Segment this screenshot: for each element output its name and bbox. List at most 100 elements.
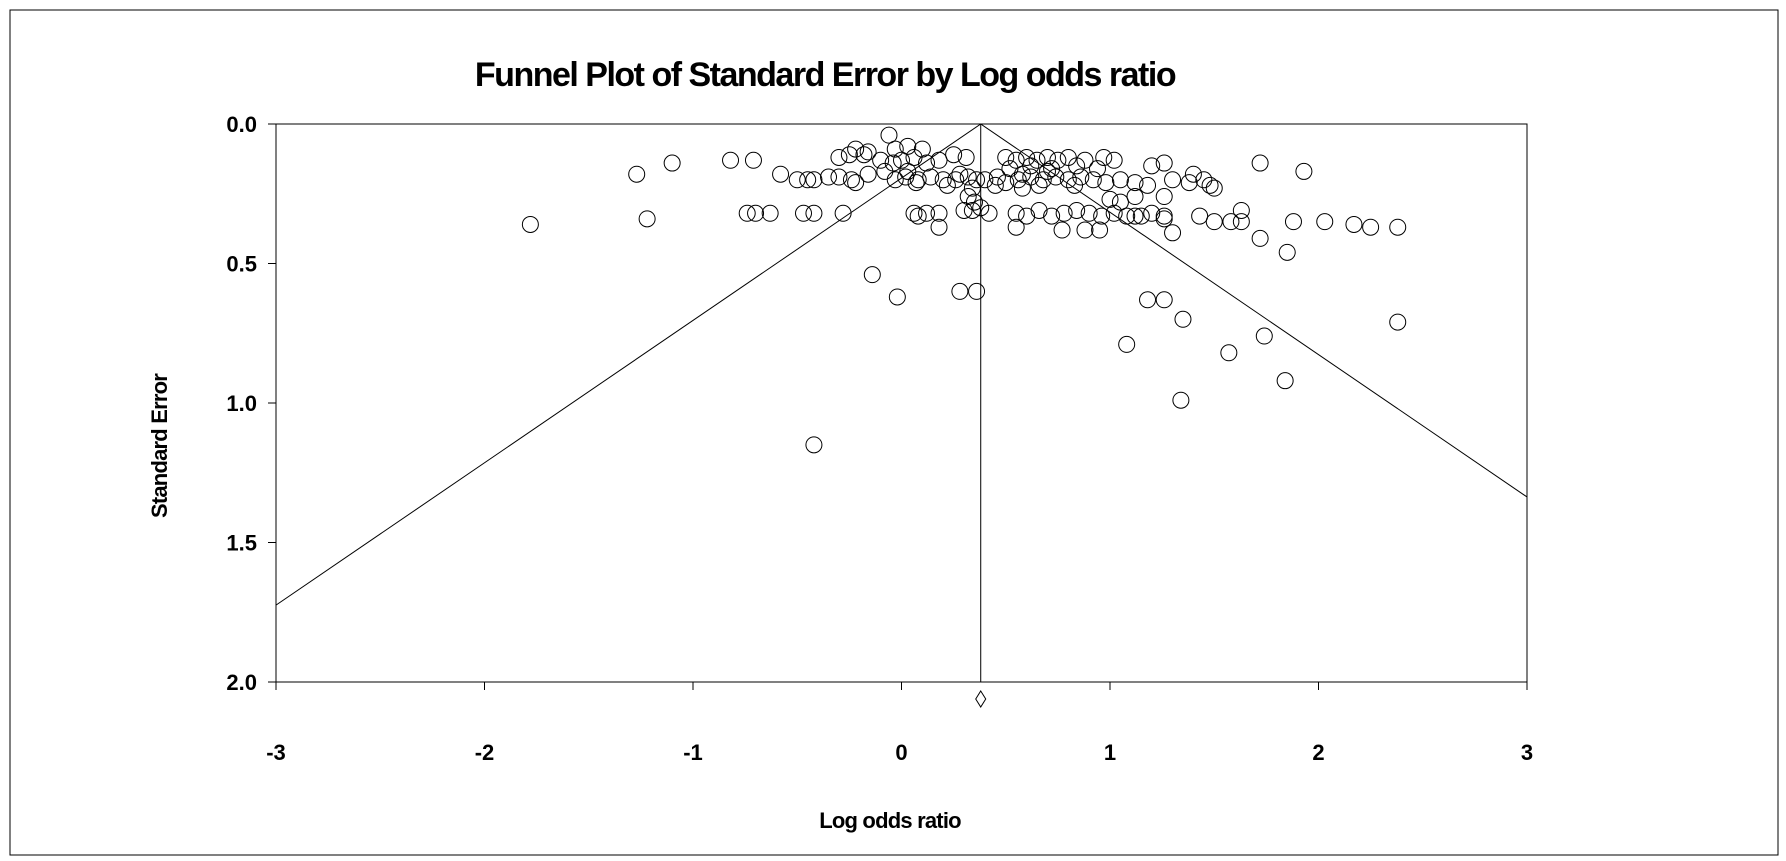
study-point (1097, 174, 1115, 192)
study-point (1232, 213, 1250, 231)
x-tick-label: 3 (1521, 740, 1533, 765)
y-tick-label: 2.0 (226, 670, 257, 695)
study-point (918, 154, 936, 172)
study-point (834, 204, 852, 222)
study-point (1043, 160, 1061, 178)
study-point (1013, 165, 1031, 183)
study-point (847, 140, 865, 158)
study-point (1174, 310, 1192, 328)
study-point (1276, 372, 1294, 390)
data-points (521, 126, 1407, 454)
study-point (955, 201, 973, 219)
study-point (859, 165, 877, 183)
study-point (1093, 207, 1111, 225)
study-point (1126, 174, 1144, 192)
study-point (859, 143, 877, 161)
study-point (957, 148, 975, 166)
study-point (1172, 391, 1190, 409)
study-point (1001, 160, 1019, 178)
study-point (1316, 213, 1334, 231)
study-point (1155, 188, 1173, 206)
study-point (899, 137, 917, 155)
study-point (951, 282, 969, 300)
study-point (1345, 215, 1363, 233)
study-point (772, 165, 790, 183)
study-point (934, 171, 952, 189)
study-point (805, 204, 823, 222)
study-point (1251, 154, 1269, 172)
study-point (847, 174, 865, 192)
study-point (872, 151, 890, 169)
study-point (1362, 218, 1380, 236)
x-tick-label: -1 (683, 740, 703, 765)
study-point (747, 204, 765, 222)
study-point (863, 266, 881, 284)
study-point (1072, 168, 1090, 186)
study-point (1030, 176, 1048, 194)
x-axis-title: Log odds ratio (819, 808, 961, 833)
study-point (1155, 154, 1173, 172)
study-point (1095, 148, 1113, 166)
study-point (738, 204, 756, 222)
study-point (1084, 171, 1102, 189)
study-point (820, 168, 838, 186)
study-point (842, 171, 860, 189)
study-point (1080, 204, 1098, 222)
study-point (1101, 190, 1119, 208)
study-point (1059, 148, 1077, 166)
study-point (1180, 174, 1198, 192)
study-point (1278, 243, 1296, 261)
study-point (965, 193, 983, 211)
study-point (886, 140, 904, 158)
study-point (1076, 151, 1094, 169)
study-point (1105, 204, 1123, 222)
study-point (1139, 291, 1157, 309)
study-point (909, 171, 927, 189)
study-point (521, 215, 539, 233)
study-point (1164, 171, 1182, 189)
study-point (1155, 210, 1173, 228)
study-point (930, 204, 948, 222)
study-point (930, 151, 948, 169)
study-point (1088, 160, 1106, 178)
study-point (1059, 171, 1077, 189)
study-point (1007, 204, 1025, 222)
study-point (1255, 327, 1273, 345)
study-point (884, 154, 902, 172)
study-point (840, 146, 858, 164)
y-tick-label: 1.5 (226, 531, 257, 556)
study-point (1195, 171, 1213, 189)
study-point (980, 204, 998, 222)
x-tick-label: 0 (895, 740, 907, 765)
study-point (963, 179, 981, 197)
study-point (1068, 201, 1086, 219)
study-point (830, 168, 848, 186)
y-tick-label: 1.0 (226, 391, 257, 416)
study-point (799, 171, 817, 189)
study-point (830, 148, 848, 166)
study-point (880, 126, 898, 144)
study-point (1111, 193, 1129, 211)
study-point (1105, 151, 1123, 169)
study-point (663, 154, 681, 172)
study-point (805, 436, 823, 454)
study-point (1030, 201, 1048, 219)
study-point (918, 204, 936, 222)
study-point (938, 176, 956, 194)
study-point (744, 151, 762, 169)
study-point (1028, 151, 1046, 169)
study-point (886, 171, 904, 189)
study-point (988, 168, 1006, 186)
study-point (1164, 224, 1182, 242)
study-point (1068, 157, 1086, 175)
study-point (976, 171, 994, 189)
chart-frame (9, 9, 1779, 856)
study-point (1251, 229, 1269, 247)
study-point (1043, 207, 1061, 225)
study-point (951, 165, 969, 183)
study-point (959, 188, 977, 206)
x-tick-label: -2 (475, 740, 495, 765)
study-point (1205, 213, 1223, 231)
study-point (1220, 344, 1238, 362)
study-point (1284, 213, 1302, 231)
